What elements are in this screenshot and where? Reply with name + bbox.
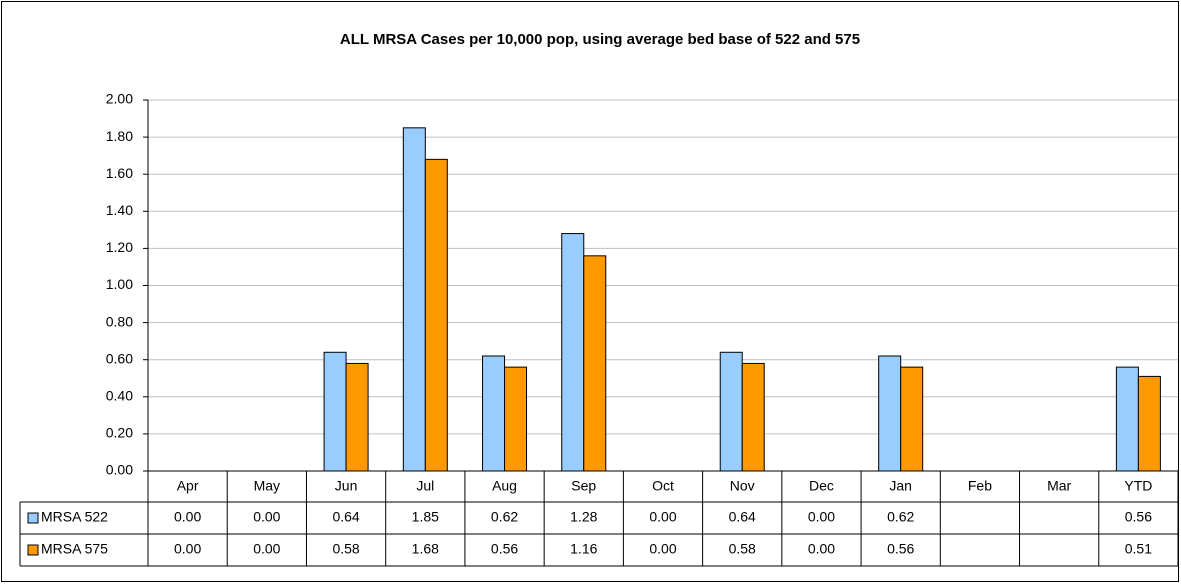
legend-label: MRSA 575 xyxy=(41,541,108,557)
chart-title: ALL MRSA Cases per 10,000 pop, using ave… xyxy=(340,31,860,48)
x-tick-label: Jul xyxy=(416,478,434,494)
bar xyxy=(504,366,528,472)
x-tick-label: YTD xyxy=(1124,478,1152,494)
table-value: 0.00 xyxy=(174,509,201,525)
x-tick-label: Jun xyxy=(335,478,358,494)
x-tick-label: Feb xyxy=(968,478,992,494)
legend-swatch xyxy=(27,512,39,524)
table-value: 0.56 xyxy=(1125,509,1152,525)
table-value: 0.00 xyxy=(174,541,201,557)
y-tick-label: 1.00 xyxy=(106,276,133,292)
x-tick-label: May xyxy=(254,478,280,494)
bar xyxy=(878,355,902,472)
table-value: 1.68 xyxy=(412,541,439,557)
x-tick-label: Oct xyxy=(652,478,674,494)
table-value: 0.58 xyxy=(332,541,359,557)
bar xyxy=(900,366,924,472)
y-tick-label: 0.00 xyxy=(106,462,133,478)
table-value: 0.56 xyxy=(491,541,518,557)
table-value: 0.58 xyxy=(729,541,756,557)
y-tick-label: 0.40 xyxy=(106,388,133,404)
legend-label: MRSA 522 xyxy=(41,509,108,525)
table-value: 0.00 xyxy=(808,509,835,525)
bar xyxy=(345,362,369,472)
legend-swatch xyxy=(27,544,39,556)
table-value: 1.28 xyxy=(570,509,597,525)
table-value: 0.00 xyxy=(649,509,676,525)
bar xyxy=(1115,366,1139,472)
table-value: 0.51 xyxy=(1125,541,1152,557)
y-tick-label: 0.60 xyxy=(106,350,133,366)
x-tick-label: Aug xyxy=(492,478,517,494)
table-value: 0.64 xyxy=(729,509,756,525)
y-tick-label: 2.00 xyxy=(106,91,133,107)
bar xyxy=(323,351,347,472)
x-tick-label: Dec xyxy=(809,478,834,494)
y-tick-label: 1.80 xyxy=(106,128,133,144)
x-tick-label: Apr xyxy=(177,478,199,494)
x-tick-label: Nov xyxy=(730,478,755,494)
y-tick-label: 1.20 xyxy=(106,239,133,255)
x-tick-label: Jan xyxy=(889,478,912,494)
table-value: 0.62 xyxy=(491,509,518,525)
table-value: 1.16 xyxy=(570,541,597,557)
table-value: 0.00 xyxy=(808,541,835,557)
table-value: 0.00 xyxy=(649,541,676,557)
table-value: 0.64 xyxy=(332,509,359,525)
y-tick-label: 0.80 xyxy=(106,313,133,329)
y-tick-label: 1.40 xyxy=(106,202,133,218)
bar xyxy=(1137,375,1161,472)
bar xyxy=(719,351,743,472)
y-tick-label: 1.60 xyxy=(106,165,133,181)
table-value: 0.00 xyxy=(253,509,280,525)
bar xyxy=(583,255,607,472)
bar xyxy=(741,362,765,472)
table-value: 1.85 xyxy=(412,509,439,525)
x-tick-label: Mar xyxy=(1047,478,1071,494)
table-value: 0.62 xyxy=(887,509,914,525)
x-tick-label: Sep xyxy=(571,478,596,494)
bar xyxy=(402,127,426,472)
table-value: 0.00 xyxy=(253,541,280,557)
y-tick-label: 0.20 xyxy=(106,425,133,441)
bar xyxy=(424,158,448,472)
bar xyxy=(561,233,585,472)
table-value: 0.56 xyxy=(887,541,914,557)
bar xyxy=(482,355,506,472)
